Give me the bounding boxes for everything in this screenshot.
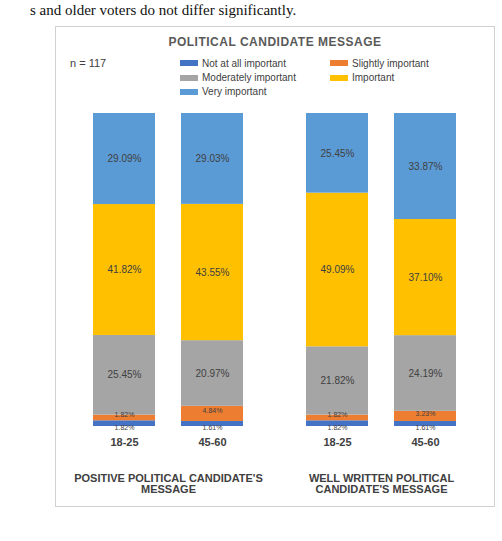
svg-text:4.84%: 4.84% bbox=[203, 407, 223, 414]
svg-text:25.45%: 25.45% bbox=[321, 148, 355, 159]
svg-text:24.19%: 24.19% bbox=[409, 368, 443, 379]
svg-text:41.82%: 41.82% bbox=[108, 264, 142, 275]
svg-text:1.82%: 1.82% bbox=[115, 411, 135, 418]
svg-text:1.82%: 1.82% bbox=[328, 424, 348, 431]
svg-text:POSITIVE POLITICAL CANDIDATE'S: POSITIVE POLITICAL CANDIDATE'SMESSAGE bbox=[74, 472, 263, 495]
svg-text:21.82%: 21.82% bbox=[321, 375, 355, 386]
html-text:n = 117: n = 117 bbox=[70, 57, 107, 69]
svg-text:18-25: 18-25 bbox=[323, 436, 351, 448]
svg-text:45-60: 45-60 bbox=[198, 436, 226, 448]
svg-text:49.09%: 49.09% bbox=[321, 264, 355, 275]
svg-text:1.82%: 1.82% bbox=[115, 424, 135, 431]
html-text:s and older voters do not diff: s and older voters do not differ signifi… bbox=[30, 2, 297, 18]
svg-text:43.55%: 43.55% bbox=[196, 267, 230, 278]
html-text:Important: Important bbox=[352, 72, 395, 83]
svg-text:25.45%: 25.45% bbox=[108, 369, 142, 380]
svg-text:45-60: 45-60 bbox=[411, 436, 439, 448]
svg-text:29.03%: 29.03% bbox=[196, 153, 230, 164]
svg-text:1.61%: 1.61% bbox=[416, 424, 436, 431]
svg-text:18-25: 18-25 bbox=[110, 436, 138, 448]
html-text:Moderately important: Moderately important bbox=[202, 72, 296, 83]
svg-text:33.87%: 33.87% bbox=[409, 161, 443, 172]
html-text:Very important: Very important bbox=[202, 86, 267, 97]
svg-text:WELL WRITTEN POLITICALCANDIDAT: WELL WRITTEN POLITICALCANDIDATE'S MESSAG… bbox=[309, 472, 455, 495]
svg-text:20.97%: 20.97% bbox=[196, 368, 230, 379]
html-text:Slightly important: Slightly important bbox=[352, 57, 429, 69]
svg-text:29.09%: 29.09% bbox=[108, 153, 142, 164]
svg-text:3.23%: 3.23% bbox=[416, 410, 436, 417]
html-text:POLITICAL CANDIDATE MESSAGE: POLITICAL CANDIDATE MESSAGE bbox=[168, 35, 382, 49]
svg-text:1.61%: 1.61% bbox=[203, 424, 223, 431]
html-text:Not at all important: Not at all important bbox=[202, 57, 286, 69]
svg-text:37.10%: 37.10% bbox=[409, 272, 443, 283]
svg-text:1.82%: 1.82% bbox=[328, 411, 348, 418]
